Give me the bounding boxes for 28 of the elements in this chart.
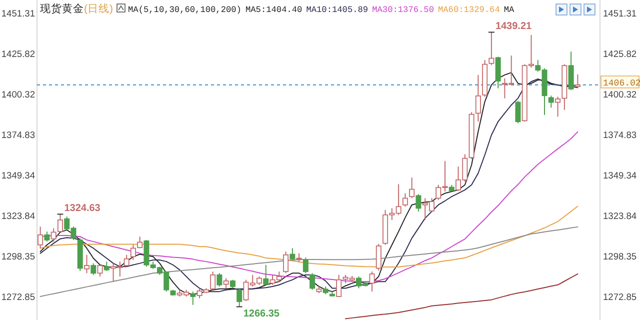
y-tick-label: 1298.35 [1, 251, 35, 262]
annotation: 1266.35 [243, 308, 280, 320]
y-tick-label: 1323.84 [1, 210, 35, 221]
y2-tick-label: 1451.31 [603, 8, 637, 19]
annotation: 1324.63 [64, 203, 101, 214]
y-tick-label: 1451.31 [1, 8, 35, 19]
y2-tick-label: 1400.32 [603, 89, 637, 100]
y2-tick-label: 1349.34 [603, 170, 637, 180]
y2-tick-label: 1298.35 [603, 251, 637, 262]
annotation: 1439.21 [495, 21, 532, 32]
ref-line-label: 1406.02 [603, 78, 640, 88]
y-tick-label: 1272.85 [1, 292, 35, 302]
text: MA5:1404.40 [245, 5, 302, 15]
text: MA60:1329.64 [438, 5, 500, 15]
annotation: MA(5,10,30,60,100,200) [128, 5, 242, 15]
annotation: MA [504, 5, 516, 15]
text: MA30:1376.50 [372, 5, 434, 15]
chart-title: 现货黄金 [40, 2, 84, 15]
y-tick-label: 1400.32 [1, 89, 35, 100]
text: MA10:1405.89 [306, 5, 368, 15]
y-tick-label: 1425.82 [1, 48, 35, 59]
chart-subtitle: (日线) [84, 2, 113, 15]
y-tick-label: 1374.83 [1, 130, 35, 140]
y2-tick-label: 1272.85 [603, 292, 637, 302]
y2-tick-label: 1323.84 [603, 210, 637, 221]
y2-tick-label: 1374.83 [603, 130, 637, 140]
y-tick-label: 1349.34 [1, 170, 35, 180]
y2-tick-label: 1425.82 [603, 48, 637, 59]
